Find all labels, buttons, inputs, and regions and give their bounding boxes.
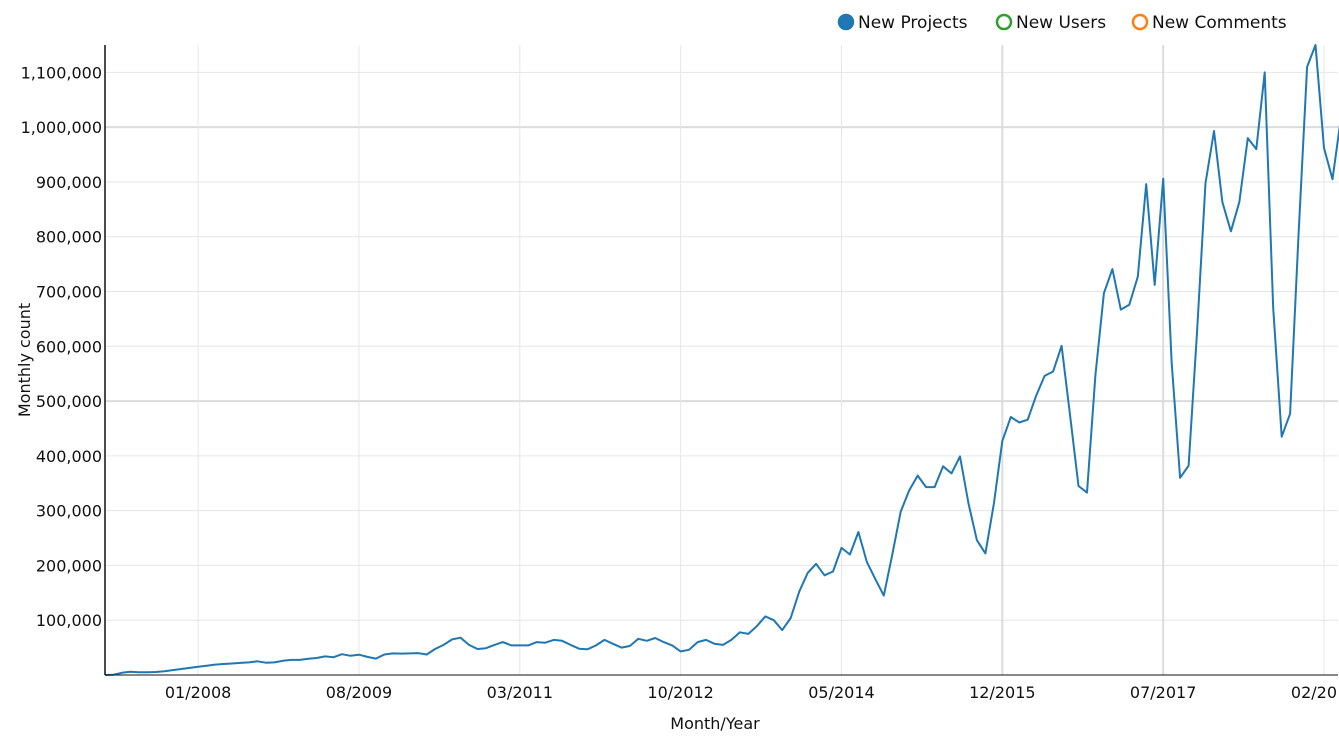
legend-label[interactable]: New Projects	[858, 13, 968, 33]
grid-layer	[105, 45, 1338, 675]
x-tick-label: 01/2008	[165, 683, 231, 702]
x-tick-label: 05/2014	[808, 683, 874, 702]
x-tick-label: 08/2009	[326, 683, 392, 702]
y-tick-label: 400,000	[36, 447, 102, 466]
x-tick-label: 07/2017	[1130, 683, 1196, 702]
legend-label[interactable]: New Comments	[1152, 13, 1287, 33]
legend-marker[interactable]	[837, 13, 855, 31]
legend: New Projects New Users New Comments	[837, 13, 1287, 33]
x-tick-label: 12/2015	[969, 683, 1035, 702]
y-tick-label: 500,000	[36, 392, 102, 411]
series-layer	[104, 44, 1339, 676]
x-tick-label: 10/2012	[647, 683, 713, 702]
y-axis-title: Monthly count	[15, 303, 34, 417]
y-tick-label: 800,000	[36, 228, 102, 247]
legend-label[interactable]: New Users	[1016, 13, 1106, 33]
y-tick-label: 300,000	[36, 502, 102, 521]
y-tick-label: 1,000,000	[21, 118, 102, 137]
y-tick-label: 900,000	[36, 173, 102, 192]
x-tick-label: 03/2011	[487, 683, 553, 702]
y-tick-label: 100,000	[36, 611, 102, 630]
series-line-new-projects	[104, 44, 1339, 676]
x-tick-label: 02/20	[1291, 683, 1337, 702]
x-axis-title: Month/Year	[670, 714, 760, 733]
y-tick-label: 600,000	[36, 337, 102, 356]
y-tick-label: 1,100,000	[21, 63, 102, 82]
y-tick-label: 700,000	[36, 283, 102, 302]
axis-layer: 100,000 200,000 300,000 400,000 500,000 600,0…	[21, 45, 1338, 702]
legend-marker[interactable]	[1131, 13, 1149, 31]
y-tick-label: 200,000	[36, 556, 102, 575]
legend-marker[interactable]	[995, 13, 1013, 31]
